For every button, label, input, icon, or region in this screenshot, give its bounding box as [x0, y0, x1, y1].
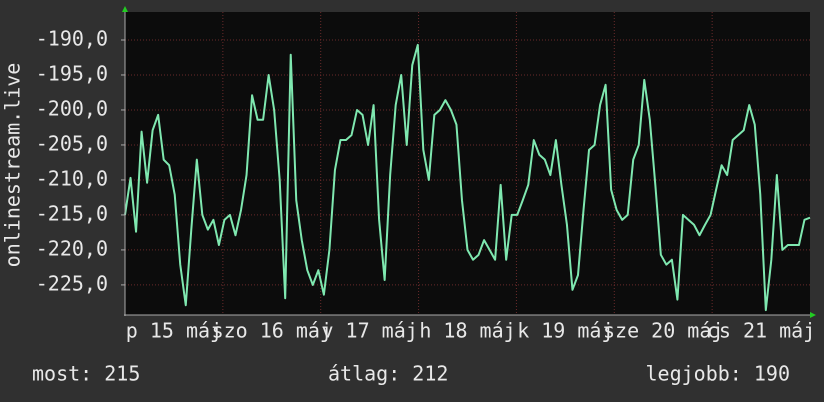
x-tick-label: szo 16 máj	[212, 319, 332, 343]
x-tick-label: k 19 máj	[517, 319, 613, 343]
stat-average: átlag: 212	[328, 362, 448, 386]
series-line	[124, 43, 811, 312]
y-tick-label: -205,0	[36, 131, 108, 155]
x-axis-arrow	[810, 312, 816, 318]
x-tick-label: cs 21 máj	[707, 319, 815, 343]
x-tick-label: v 17 máj	[321, 319, 417, 343]
stat-current: most: 215	[32, 362, 140, 386]
x-tick-label: h 18 máj	[419, 319, 515, 343]
marks	[124, 43, 811, 312]
y-axis-arrow	[122, 6, 128, 12]
y-tick-label: -225,0	[36, 271, 108, 295]
y-tick-label: -210,0	[36, 166, 108, 190]
x-tick-label: sze 20 máj	[603, 319, 723, 343]
y-tick-label: -195,0	[36, 61, 108, 85]
plot-area	[125, 12, 810, 315]
y-tick-label: -200,0	[36, 96, 108, 120]
y-tick-label: -215,0	[36, 201, 108, 225]
x-tick-label: p 15 máj	[126, 319, 222, 343]
y-axis-label: onlinestream.live	[1, 63, 25, 268]
stat-best: legjobb: 190	[646, 362, 791, 386]
y-tick-label: -220,0	[36, 236, 108, 260]
y-tick-label: -190,0	[36, 26, 108, 50]
